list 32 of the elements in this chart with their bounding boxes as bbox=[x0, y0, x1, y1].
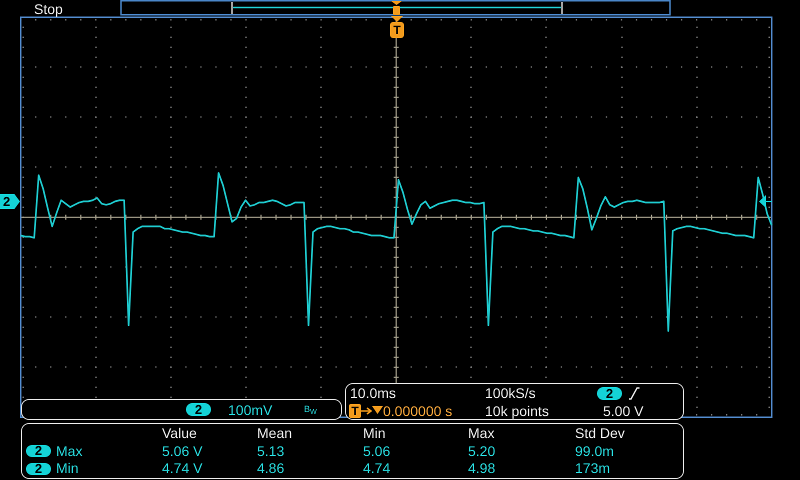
text: T bbox=[390, 22, 404, 38]
text: Stop bbox=[34, 1, 63, 17]
text: 10k points bbox=[485, 403, 549, 419]
text: Min bbox=[363, 424, 386, 441]
text: 5.00 V bbox=[603, 403, 644, 419]
text: 100mV bbox=[228, 402, 272, 418]
text: 2 bbox=[26, 460, 51, 476]
text: 5.13 bbox=[257, 442, 284, 459]
text: 0.000000 s bbox=[383, 403, 452, 419]
text: B$_{W}$ bbox=[304, 402, 317, 416]
text: 2 bbox=[597, 386, 622, 401]
text: 99.0m bbox=[575, 442, 614, 459]
text: Max bbox=[56, 442, 82, 459]
text: Min bbox=[56, 460, 79, 476]
text: Value bbox=[162, 424, 197, 441]
text: 173m bbox=[575, 460, 610, 476]
text: 100kS/s bbox=[485, 385, 536, 402]
text: 4.74 V bbox=[162, 460, 202, 476]
text: Mean bbox=[257, 424, 292, 441]
text: Max bbox=[468, 424, 494, 441]
text: 5.20 bbox=[468, 442, 496, 459]
text: 5.06 bbox=[363, 442, 390, 459]
text: 4.86 bbox=[257, 460, 284, 476]
text: 2 bbox=[186, 402, 211, 417]
text: T bbox=[349, 404, 361, 418]
text: 4.74 bbox=[363, 460, 390, 476]
text: 2 bbox=[0, 194, 20, 209]
text: 10.0ms bbox=[350, 385, 396, 402]
text: 2 bbox=[26, 443, 51, 458]
text: 5.06 V bbox=[162, 442, 202, 459]
text: 4.98 bbox=[468, 460, 496, 476]
text: Std Dev bbox=[575, 424, 625, 441]
